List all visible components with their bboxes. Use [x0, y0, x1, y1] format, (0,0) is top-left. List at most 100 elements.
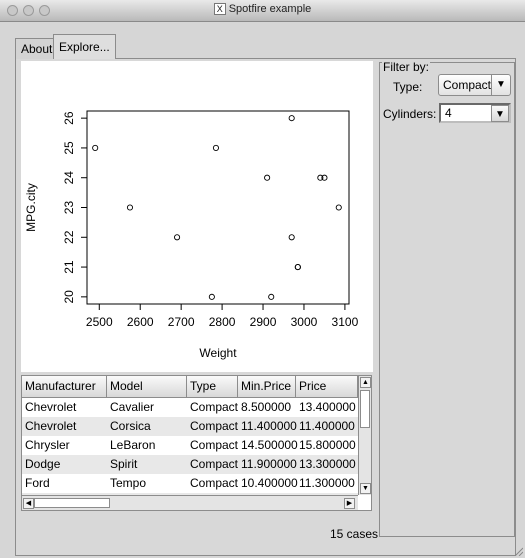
close-window-button[interactable]: [7, 5, 18, 16]
data-point[interactable]: [208, 293, 215, 300]
y-tick-label: 20: [62, 290, 76, 304]
data-point[interactable]: [126, 204, 134, 211]
x11-app-icon: X: [213, 3, 226, 16]
table-cell: Corsica: [110, 419, 151, 433]
vertical-scroll-thumb[interactable]: [360, 390, 370, 428]
x-tick-label: 3100: [332, 315, 359, 329]
table-vertical-scrollbar[interactable]: ▲ ▼: [358, 376, 371, 495]
table-cell: Tempo: [110, 476, 147, 490]
scatter-plot: 2500 2600 2700 2800 2900 3000 3100 20 21 22 23 24 2…: [21, 61, 373, 372]
data-point[interactable]: [317, 174, 324, 181]
resize-grip-icon[interactable]: [513, 546, 523, 556]
table-cell: 11.400000: [241, 419, 297, 433]
scatter-plot-svg: 2500 2600 2700 2800 2900 3000 3100 20212223242…: [24, 110, 359, 360]
dropdown-arrow-icon: ▼: [491, 105, 509, 122]
plot-frame: [86, 110, 350, 305]
table-horizontal-scrollbar[interactable]: ◀ ▶: [22, 495, 358, 510]
data-point[interactable]: [212, 144, 220, 151]
y-tick-label: 25: [62, 141, 76, 155]
tab-about[interactable]: About: [15, 38, 59, 59]
column-header-type[interactable]: Type: [187, 376, 238, 397]
table-cell: Chrysler: [25, 438, 70, 452]
table-cell: Cavalier: [110, 400, 155, 414]
table-cell: 14.500000: [241, 438, 298, 452]
y-axis-label: MPG.city: [24, 183, 38, 232]
data-point[interactable]: [288, 115, 295, 122]
column-header-min-price[interactable]: Min.Price: [238, 376, 296, 397]
data-point[interactable]: [92, 144, 99, 151]
table-header: Manufacturer Model Type Min.Price Price: [22, 376, 358, 398]
zoom-window-button[interactable]: [39, 5, 50, 16]
table-cell: 11.900000: [241, 457, 297, 471]
cylinders-dropdown-value: 4: [445, 106, 452, 120]
data-points: [92, 115, 342, 300]
table-row[interactable]: Ford Tempo Compact 10.400000 11.300000: [22, 474, 358, 493]
window-title-area: X Spotfire example: [0, 3, 525, 16]
table-cell: 11.300000: [299, 476, 355, 490]
cylinders-label: Cylinders:: [383, 107, 437, 121]
table-cell: Compact: [190, 438, 239, 452]
table-cell: Chevrolet: [25, 400, 77, 414]
table-cell: 8.500000: [241, 400, 292, 414]
data-point[interactable]: [288, 234, 295, 241]
scroll-right-icon[interactable]: ▶: [344, 498, 355, 509]
scroll-left-icon[interactable]: ◀: [23, 498, 34, 509]
column-header-model[interactable]: Model: [107, 376, 187, 397]
x-tick-label: 3000: [291, 315, 318, 329]
column-header-manufacturer[interactable]: Manufacturer: [22, 376, 107, 397]
table-cell: Chevrolet: [25, 419, 77, 433]
y-tick-label: 24: [62, 171, 76, 185]
x-tick-label: 2700: [168, 315, 195, 329]
data-table: Manufacturer Model Type Min.Price Price …: [21, 375, 372, 511]
cylinders-dropdown[interactable]: 4 ▼: [439, 103, 511, 123]
data-point[interactable]: [294, 264, 301, 271]
table-cell: Spirit: [110, 457, 138, 471]
table-row[interactable]: Chevrolet Cavalier Compact 8.500000 13.40000…: [22, 398, 358, 417]
dropdown-arrow-icon: ▼: [491, 75, 510, 95]
data-point[interactable]: [321, 174, 328, 181]
y-tick-label: 22: [62, 230, 76, 244]
data-point[interactable]: [268, 293, 275, 300]
table-cell: LeBaron: [110, 438, 156, 452]
scroll-up-icon[interactable]: ▲: [360, 377, 371, 388]
data-point[interactable]: [335, 204, 342, 211]
horizontal-scroll-thumb[interactable]: [34, 498, 110, 508]
table-cell: 15.800000: [299, 438, 356, 452]
column-header-price[interactable]: Price: [296, 376, 358, 397]
table-cell: Compact: [190, 476, 239, 490]
case-count: 15 cases: [330, 527, 379, 541]
table-row[interactable]: Chevrolet Corsica Compact 11.400000 11.40000…: [22, 417, 358, 436]
scroll-down-icon[interactable]: ▼: [360, 483, 371, 494]
table-cell: Compact: [190, 400, 239, 414]
filter-group: [379, 62, 515, 537]
x-tick-label: 2800: [209, 315, 236, 329]
x-tick-label: 2900: [250, 315, 277, 329]
table-cell: 11.400000: [299, 419, 355, 433]
table-cell: Ford: [25, 476, 50, 490]
y-tick-label: 26: [62, 111, 76, 125]
type-dropdown[interactable]: Compact ▼: [438, 74, 511, 96]
table-cell: 13.300000: [299, 457, 356, 471]
type-dropdown-value: Compact: [443, 78, 492, 92]
y-tick-label: 21: [62, 260, 76, 274]
type-label: Type:: [393, 80, 423, 94]
y-tick-label: 23: [62, 201, 76, 215]
data-point[interactable]: [174, 234, 181, 241]
minimize-window-button[interactable]: [23, 5, 34, 16]
tab-explore[interactable]: Explore...: [53, 34, 116, 59]
table-cell: Compact: [190, 457, 239, 471]
table-cell: 13.400000: [299, 400, 356, 414]
table-cell: Compact: [190, 419, 239, 433]
table-cell: 10.400000: [241, 476, 298, 490]
title-bar: X Spotfire example: [0, 0, 525, 22]
x-axis-label: Weight: [199, 346, 237, 360]
data-point[interactable]: [264, 174, 271, 181]
table-row[interactable]: Dodge Spirit Compact 11.900000 13.300000: [22, 455, 358, 474]
y-axis: 20 21 22 23 24 25 26: [62, 111, 87, 304]
table-cell: Dodge: [25, 457, 61, 471]
filter-group-title: Filter by:: [382, 60, 431, 74]
x-axis: 2500 2600 2700 2800 2900 3000 3100: [86, 304, 359, 329]
x-tick-label: 2500: [86, 315, 113, 329]
x-tick-label: 2600: [127, 315, 154, 329]
table-row[interactable]: Chrysler LeBaron Compact 14.500000 15.800000: [22, 436, 358, 455]
